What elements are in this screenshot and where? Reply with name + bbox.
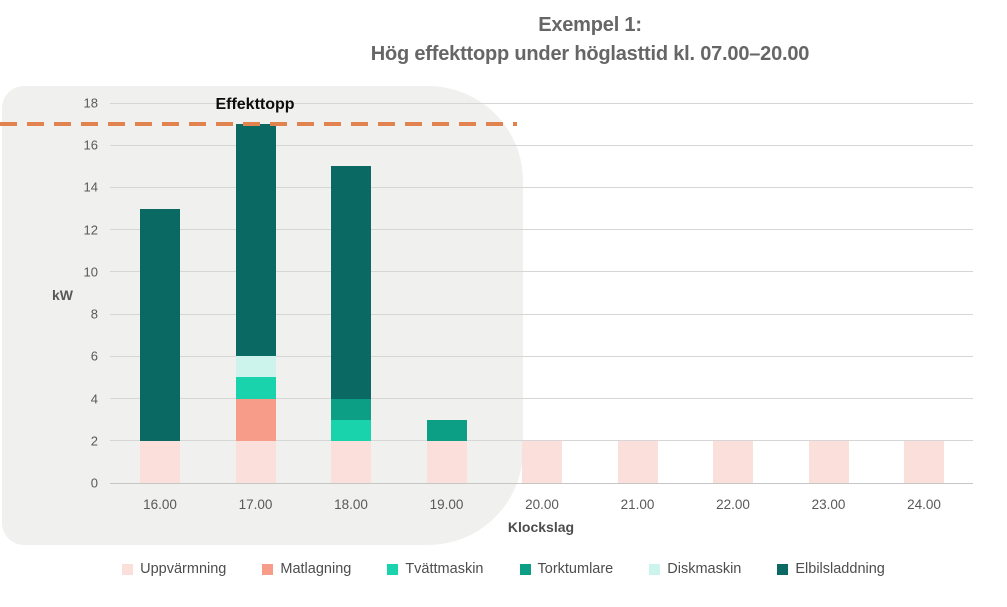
legend-swatch-icon (777, 563, 789, 575)
segment-matlagning-17.00 (235, 398, 276, 441)
bar-19.00 (426, 419, 467, 483)
legend-swatch-icon (519, 563, 531, 575)
effekttopp-label: Effekttopp (215, 96, 295, 113)
x-tick-24.00: 24.00 (907, 497, 941, 512)
y-tick-16: 16 (83, 137, 98, 153)
bar-23.00 (808, 440, 849, 483)
y-tick-14: 14 (83, 179, 98, 195)
gridline-0 (110, 482, 973, 484)
x-tick-18.00: 18.00 (334, 497, 368, 512)
y-axis-label: kW (52, 287, 73, 303)
legend: Uppvärmning Matlagning Tvättmaskin Torktuml… (0, 561, 1007, 577)
gridline-6 (110, 355, 973, 357)
legend-item-tvättmaskin: Tvättmaskin (387, 561, 484, 577)
y-tick-18: 18 (83, 95, 98, 111)
legend-swatch-icon (387, 563, 399, 575)
bar-24.00 (904, 440, 944, 483)
bar-20.00 (522, 440, 562, 483)
y-tick-12: 12 (83, 222, 98, 238)
y-tick-6: 6 (90, 348, 98, 364)
legend-swatch-icon (262, 563, 274, 575)
legend-item-matlagning: Matlagning (262, 561, 351, 577)
y-tick-2: 2 (90, 433, 98, 449)
segment-torktumlare-18.00 (331, 398, 371, 420)
x-tick-19.00: 19.00 (429, 497, 464, 512)
segment-elbilsladdning-17.00 (235, 124, 276, 357)
x-tick-21.00: 21.00 (620, 497, 655, 512)
bar-21.00 (617, 440, 658, 483)
gridline-16 (110, 144, 973, 146)
gridline-4 (110, 398, 973, 400)
segment-uppvärmning-20.00 (522, 440, 562, 483)
segment-tvättmaskin-17.00 (235, 377, 276, 399)
gridline-10 (110, 271, 973, 273)
x-tick-16.00: 16.00 (143, 497, 177, 512)
legend-swatch-icon (122, 563, 134, 575)
bar-16.00 (140, 208, 180, 483)
segment-uppvärmning-22.00 (713, 440, 753, 483)
x-tick-20.00: 20.00 (525, 497, 559, 512)
segment-uppvärmning-17.00 (235, 440, 276, 483)
segment-elbilsladdning-18.00 (331, 166, 371, 399)
legend-label: Tvättmaskin (405, 561, 484, 577)
legend-label: Torktumlare (537, 561, 614, 577)
segment-tvättmaskin-18.00 (331, 419, 371, 441)
segment-torktumlare-19.00 (426, 419, 467, 441)
legend-label: Diskmaskin (667, 561, 742, 577)
effekttopp-reference-line (0, 122, 517, 127)
segment-uppvärmning-19.00 (426, 440, 467, 483)
y-tick-0: 0 (90, 475, 98, 491)
segment-uppvärmning-24.00 (904, 440, 944, 483)
y-tick-4: 4 (90, 391, 98, 407)
legend-label: Uppvärmning (140, 561, 227, 577)
segment-diskmaskin-17.00 (235, 356, 276, 378)
gridline-8 (110, 313, 973, 315)
gridline-14 (110, 186, 973, 188)
legend-item-elbilsladdning: Elbilsladdning (777, 561, 885, 577)
chart-title-line1: Exempel 1: (538, 14, 642, 36)
legend-label: Matlagning (280, 561, 352, 577)
x-axis-label: Klockslag (507, 519, 575, 535)
bar-18.00 (331, 166, 371, 483)
segment-uppvärmning-23.00 (808, 440, 849, 483)
gridline-12 (110, 229, 973, 231)
chart-title-line2: Hög effekttopp under höglasttid kl. 07.0… (370, 43, 810, 65)
segment-uppvärmning-18.00 (331, 440, 371, 483)
legend-item-diskmaskin: Diskmaskin (649, 561, 741, 577)
x-tick-17.00: 17.00 (238, 497, 273, 512)
legend-swatch-icon (649, 563, 661, 575)
chart-title: Exempel 1: Hög effekttopp under höglastt… (340, 11, 840, 69)
x-tick-22.00: 22.00 (716, 497, 750, 512)
segment-elbilsladdning-16.00 (140, 208, 180, 441)
y-tick-8: 8 (90, 306, 98, 322)
bar-22.00 (713, 440, 753, 483)
segment-uppvärmning-16.00 (140, 440, 180, 483)
legend-item-torktumlare: Torktumlare (519, 561, 614, 577)
bar-17.00 (235, 124, 276, 483)
legend-item-uppvärmning: Uppvärmning (122, 561, 226, 577)
x-tick-23.00: 23.00 (811, 497, 846, 512)
y-tick-10: 10 (83, 264, 98, 280)
gridline-18 (110, 102, 973, 104)
legend-label: Elbilsladdning (795, 561, 885, 577)
segment-uppvärmning-21.00 (617, 440, 658, 483)
